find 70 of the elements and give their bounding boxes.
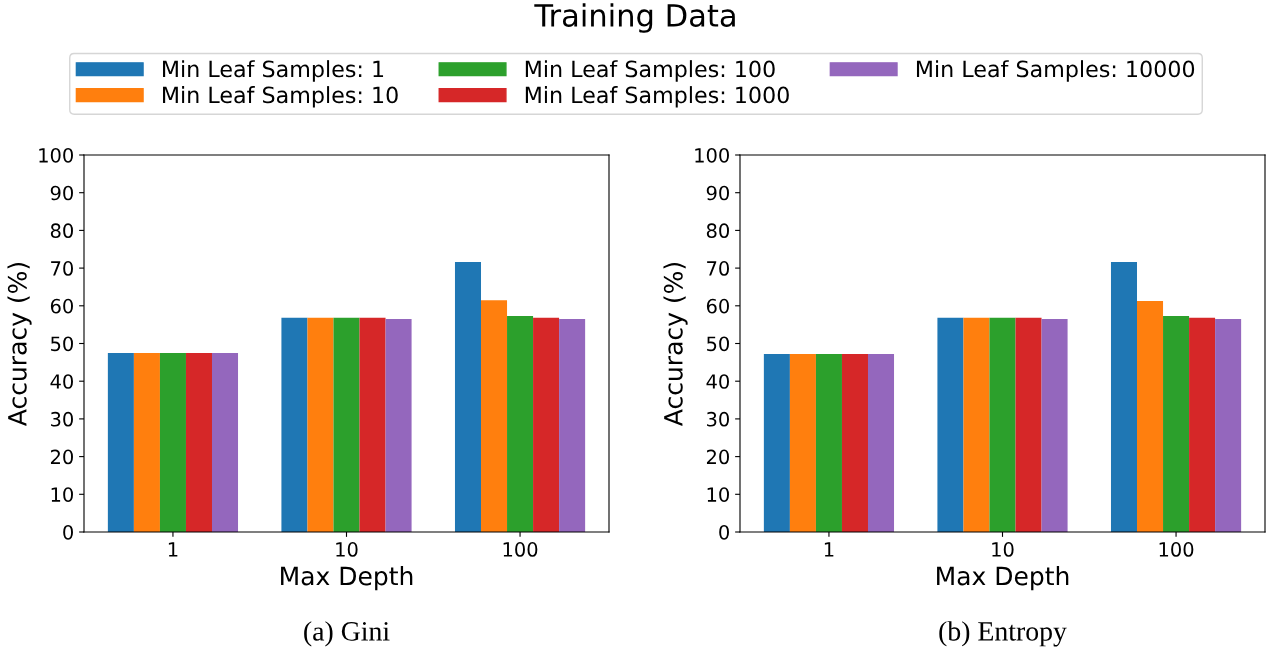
bar <box>481 300 508 532</box>
bar <box>989 317 1016 532</box>
y-tick-label: 30 <box>51 411 73 427</box>
legend-label: Min Leaf Samples: 10000 <box>916 60 1195 82</box>
y-tick-label: 80 <box>706 223 729 239</box>
x-axis-title: Max Depth <box>281 566 413 591</box>
bar <box>307 317 334 532</box>
x-tick-label: 100 <box>503 542 538 557</box>
y-axis-title: Accuracy (%) <box>663 262 688 426</box>
bar <box>868 354 895 532</box>
y-tick-label: 50 <box>51 336 73 352</box>
y-tick-label: 60 <box>706 298 729 314</box>
bar <box>507 315 534 532</box>
bar <box>963 317 990 532</box>
y-tick-label: 90 <box>706 185 729 201</box>
bar <box>359 317 386 532</box>
y-tick-label: 20 <box>50 449 73 465</box>
bar <box>559 318 586 532</box>
bar <box>533 317 560 532</box>
y-tick-label: 70 <box>51 261 73 276</box>
bar <box>1015 317 1042 532</box>
y-tick-label: 100 <box>39 147 73 163</box>
bar <box>333 317 360 532</box>
bar <box>1189 317 1216 532</box>
bar <box>841 354 868 532</box>
x-axis-title: Max Depth <box>937 566 1069 591</box>
x-tick-label: 100 <box>1159 542 1194 557</box>
bar <box>107 352 134 532</box>
x-tick-label: 1 <box>168 542 178 557</box>
y-tick-label: 40 <box>50 374 73 389</box>
legend-label: Min Leaf Samples: 1000 <box>525 86 789 108</box>
bar <box>385 318 412 532</box>
y-tick-label: 0 <box>719 524 729 540</box>
bar <box>1041 318 1068 532</box>
legend-label: Min Leaf Samples: 10 <box>163 86 398 108</box>
bar <box>789 354 816 532</box>
y-tick-label: 10 <box>51 487 73 502</box>
bar <box>1163 315 1190 532</box>
bar <box>281 317 308 532</box>
bar <box>1137 300 1164 532</box>
text: (b) Entropy <box>939 621 1067 647</box>
y-tick-label: 90 <box>50 185 73 201</box>
chart-title: Training Data <box>534 3 735 33</box>
x-tick-label: 1 <box>824 542 834 557</box>
y-tick-label: 0 <box>63 524 73 540</box>
y-tick-label: 80 <box>50 223 73 239</box>
bar <box>185 352 212 532</box>
bar <box>763 354 790 532</box>
bar <box>159 352 186 532</box>
y-tick-label: 20 <box>706 449 729 465</box>
y-axis-title: Accuracy (%) <box>7 262 32 426</box>
y-tick-label: 50 <box>707 336 729 352</box>
y-tick-label: 10 <box>707 487 729 502</box>
bar <box>212 352 239 532</box>
y-tick-label: 30 <box>707 411 729 427</box>
bar <box>454 262 481 532</box>
x-tick-label: 10 <box>336 542 358 557</box>
text: (a) Gini <box>304 621 390 647</box>
y-tick-label: 100 <box>695 147 729 163</box>
x-tick-label: 10 <box>992 542 1014 557</box>
legend-label: Min Leaf Samples: 100 <box>525 60 775 82</box>
legend-label: Min Leaf Samples: 1 <box>163 60 384 82</box>
bar <box>1215 318 1242 532</box>
bar <box>1110 262 1137 532</box>
bar <box>133 352 160 532</box>
y-tick-label: 70 <box>707 261 729 276</box>
bar <box>815 354 842 532</box>
y-tick-label: 60 <box>50 298 73 314</box>
y-tick-label: 40 <box>706 374 729 389</box>
bar <box>937 317 964 532</box>
